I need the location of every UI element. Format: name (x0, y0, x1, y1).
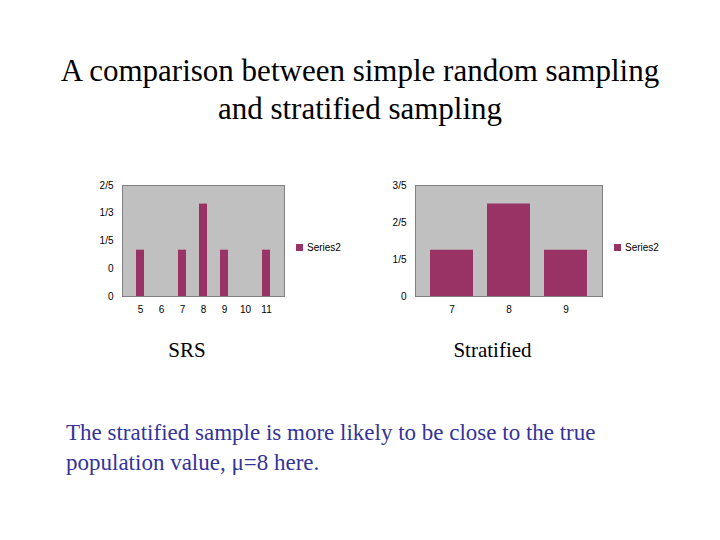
svg-text:2/5: 2/5 (100, 180, 114, 191)
svg-text:7: 7 (449, 304, 455, 315)
html-text:SRS: SRS (168, 338, 206, 362)
svg-text:1/5: 1/5 (100, 235, 114, 246)
svg-text:6: 6 (159, 304, 165, 315)
html-text:Stratified: Stratified (453, 338, 532, 362)
svg-text:10: 10 (240, 304, 252, 315)
svg-text:5: 5 (138, 304, 144, 315)
svg-text:1/5: 1/5 (393, 254, 407, 265)
svg-text:3/5: 3/5 (393, 180, 407, 191)
svg-text:11: 11 (261, 304, 272, 315)
html-text:A comparison between simple ra: A comparison between simple random sampl… (60, 53, 660, 126)
svg-text:2/5: 2/5 (393, 217, 407, 228)
html-text:Series2: Series2 (625, 242, 659, 253)
svg-text:0: 0 (108, 263, 114, 274)
html-text:The stratified sample is more: The stratified sample is more likely to … (66, 420, 596, 475)
svg-text:9: 9 (563, 304, 569, 315)
svg-text:1/3: 1/3 (100, 207, 114, 218)
svg-text:8: 8 (201, 304, 207, 315)
html-text:Series2: Series2 (307, 242, 341, 253)
svg-text:7: 7 (180, 304, 186, 315)
svg-text:0: 0 (108, 291, 114, 302)
svg-text:9: 9 (222, 304, 228, 315)
svg-text:0: 0 (401, 291, 407, 302)
svg-text:8: 8 (506, 304, 512, 315)
